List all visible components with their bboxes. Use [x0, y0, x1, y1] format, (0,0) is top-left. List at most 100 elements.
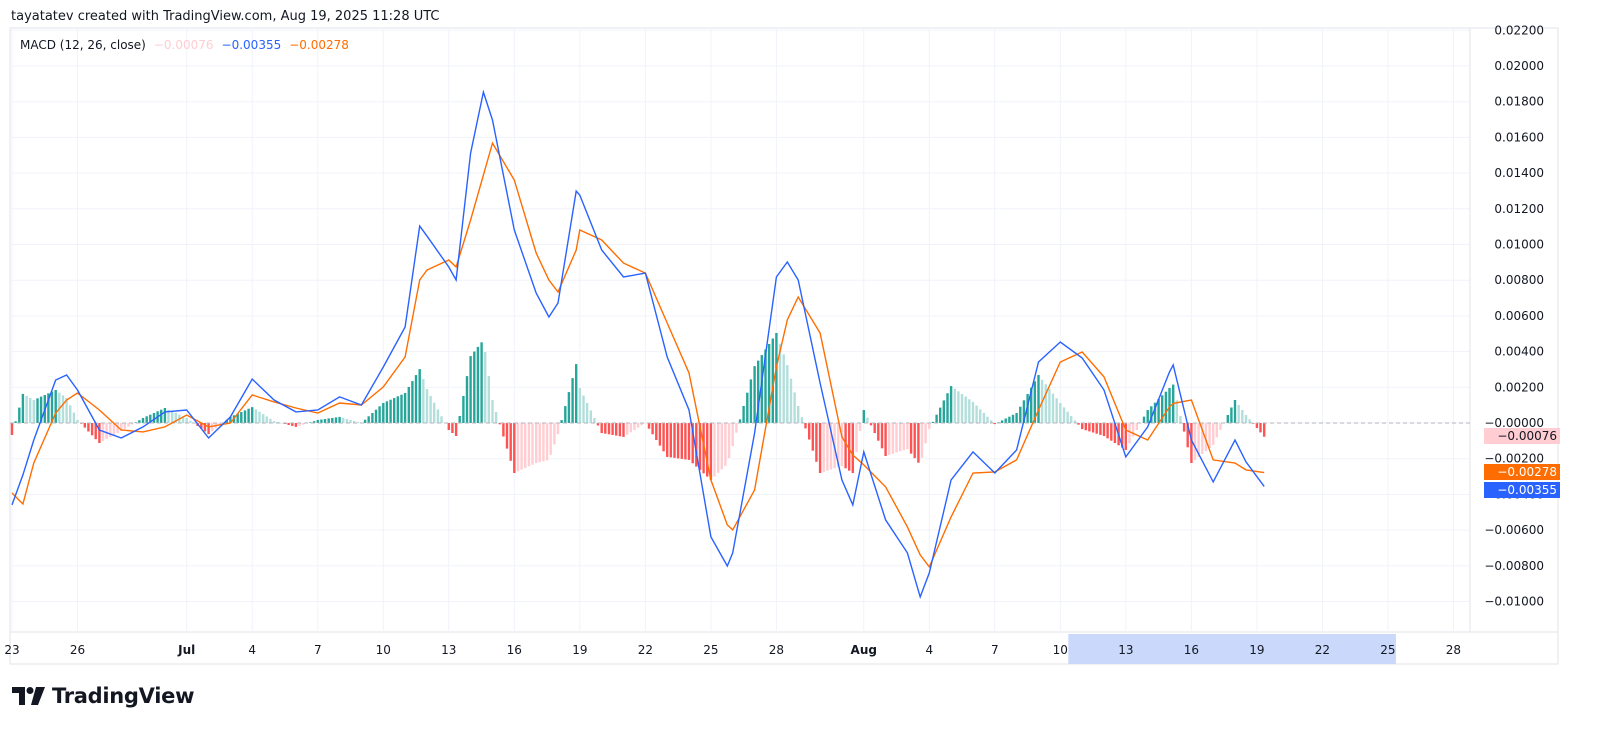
x-tick-label: 10: [1053, 643, 1068, 657]
histogram-bar: [1164, 391, 1168, 423]
histogram-bar: [90, 423, 94, 436]
histogram-bar: [265, 416, 268, 423]
histogram-bar: [411, 381, 414, 423]
y-tick-label: 0.01000: [1494, 238, 1544, 252]
x-tick-label: 16: [1184, 643, 1199, 657]
histogram-bar: [1102, 423, 1106, 436]
x-tick-label: Aug: [851, 643, 877, 657]
histogram-bar: [1161, 395, 1164, 423]
histogram-bar: [418, 369, 421, 423]
histogram-bar: [786, 365, 789, 423]
histogram-bar: [778, 343, 782, 423]
histogram-bar: [793, 392, 796, 423]
y-tick-label: 0.01800: [1494, 95, 1544, 109]
histogram-bar: [1000, 420, 1004, 423]
x-tick-label: 7: [314, 643, 322, 657]
histogram-bar: [211, 423, 214, 432]
histogram-bar: [61, 395, 65, 423]
histogram-bar: [400, 394, 403, 423]
histogram-bar: [465, 376, 469, 423]
indicator-legend[interactable]: MACD (12, 26, close) −0.00076 −0.00355 −…: [20, 38, 349, 52]
histogram-bar: [684, 423, 687, 460]
histogram-bar: [818, 423, 822, 473]
histogram-bar: [491, 400, 494, 423]
histogram-bar: [571, 378, 574, 423]
x-tick-label: 13: [1118, 643, 1133, 657]
histogram-bar: [538, 423, 541, 463]
histogram-bar: [385, 401, 389, 423]
time-axis[interactable]: 23 26 Jul 4 7 10 13 16 19 22 25 28 Aug 4 7 10 13 16 19 22 25…: [4, 643, 1461, 657]
histogram-bar: [36, 398, 39, 423]
histogram-bar: [345, 419, 349, 423]
y-tick-label: 0.00200: [1494, 380, 1544, 394]
histogram-bar: [640, 423, 643, 426]
histogram-bar: [1088, 423, 1091, 432]
histogram-bar: [709, 423, 713, 480]
histogram-bar: [1008, 416, 1011, 423]
histogram-bar: [527, 423, 531, 467]
histogram-bar: [1037, 375, 1040, 423]
histogram-bar: [691, 423, 694, 464]
histogram-bar: [1175, 400, 1178, 423]
histogram-bar: [720, 423, 723, 470]
histogram-bar: [651, 423, 654, 435]
tradingview-logo[interactable]: TradingView: [12, 684, 194, 708]
histogram-bar: [312, 421, 316, 423]
histogram-bar: [1244, 415, 1248, 423]
histogram-bar: [349, 420, 352, 423]
histogram-bar: [258, 411, 261, 423]
histogram-bar: [633, 423, 636, 430]
histogram-bar: [1091, 423, 1095, 433]
histogram-bar: [1077, 423, 1080, 425]
histogram-bar: [800, 417, 804, 423]
histogram-bar: [331, 417, 334, 423]
histogram-bar: [1193, 423, 1197, 460]
histogram-bar: [1150, 406, 1153, 423]
tradingview-logo-icon: [12, 687, 45, 705]
histogram-bar: [742, 406, 745, 423]
histogram-bar: [560, 420, 563, 423]
histogram-bar: [1208, 423, 1211, 448]
histogram-bar: [913, 423, 916, 459]
histogram-bar: [1033, 381, 1036, 423]
histogram-bar: [1095, 423, 1098, 434]
histogram-bar: [549, 423, 552, 455]
histogram-bar: [152, 413, 156, 423]
histogram-bar: [880, 423, 884, 449]
histogram-bar: [112, 423, 116, 435]
histogram-bar: [236, 413, 239, 423]
macd-price-label: −0.00355: [1484, 482, 1560, 498]
histogram-bar: [174, 413, 177, 423]
histogram-bar: [615, 423, 618, 436]
histogram-bar: [433, 402, 436, 423]
price-axis[interactable]: 0.02200 0.02000 0.01800 0.01600 0.01400 0.012…: [1484, 23, 1544, 608]
histogram-bar: [353, 421, 356, 423]
histogram-bar: [982, 413, 986, 423]
histogram-bar: [116, 423, 119, 433]
histogram-bar: [440, 416, 443, 423]
histogram-bar: [993, 423, 996, 425]
histogram-bar: [658, 423, 662, 446]
histogram-bar: [1237, 405, 1240, 423]
histogram-bar: [1252, 423, 1255, 424]
histogram-bar: [54, 390, 57, 423]
histogram-bar: [600, 423, 603, 433]
date-range-selection[interactable]: [1068, 634, 1396, 664]
histogram-bar: [1128, 423, 1131, 444]
histogram-bar: [535, 423, 538, 463]
histogram-bar: [396, 396, 399, 423]
histogram-bar: [291, 423, 294, 426]
histogram-bar: [25, 395, 28, 423]
histogram-bar: [185, 418, 188, 423]
histogram-bar: [1059, 403, 1062, 423]
indicator-title[interactable]: MACD (12, 26, close): [20, 38, 146, 52]
histogram-bar: [1233, 400, 1237, 423]
histogram-bar: [975, 405, 978, 423]
histogram-bar: [69, 405, 72, 423]
histogram-bar: [1070, 416, 1073, 423]
histogram-bar: [862, 410, 865, 423]
histogram-bar: [767, 344, 771, 423]
histogram-bar: [429, 395, 432, 423]
histogram-bar: [32, 400, 35, 423]
